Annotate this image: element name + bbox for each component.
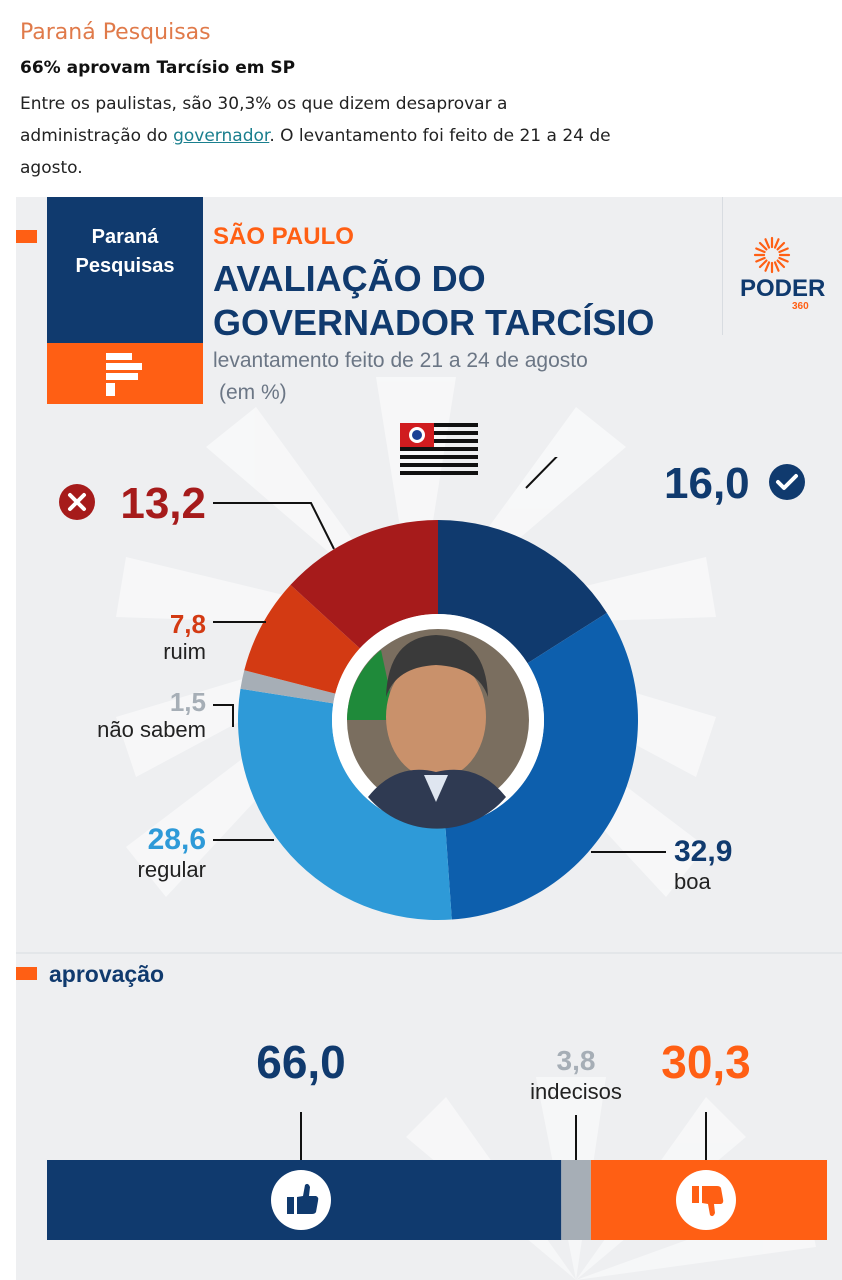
donut-slice-pessima: [290, 520, 438, 649]
thumbs-up-icon: [271, 1170, 331, 1230]
governor-photo: [347, 629, 529, 829]
pollster-p-icon: [106, 353, 142, 396]
leader-line-pessima: [213, 502, 335, 550]
slice-value-ruim: 7,8: [169, 609, 206, 639]
slice-value-nao-sabem: 1,5: [169, 687, 206, 717]
donut-slice-nao-sabem: [240, 670, 336, 704]
brand-number: 360: [792, 301, 809, 312]
slice-value-pessima: 13,2: [120, 479, 206, 528]
donut-slice-otima: [438, 520, 607, 664]
chart-title-line2: GOVERNADOR TARCÍSIO: [213, 302, 655, 343]
chart-subtitle: levantamento feito de 21 a 24 de agosto …: [213, 345, 588, 409]
donut-slice-ruim: [244, 584, 360, 694]
approval-marker: [16, 967, 37, 980]
slice-value-otima: 16,0: [664, 459, 750, 508]
chart-title: AVALIAÇÃO DO GOVERNADOR TARCÍSIO: [213, 257, 654, 345]
brand-name: PODER: [740, 275, 826, 302]
header-divider: [722, 197, 723, 335]
sao-paulo-flag-icon: [400, 423, 478, 475]
parana-pesquisas-logo: Paraná Pesquisas: [47, 197, 203, 404]
state-label: SÃO PAULO: [213, 223, 354, 250]
approval-segment-indecisos: [561, 1160, 591, 1240]
approval-value-aprovam: 66,0: [256, 1036, 346, 1088]
chart-subtitle-line2: (em %): [219, 381, 287, 404]
check-circle-icon: [769, 464, 805, 500]
leader-line-otima: [525, 457, 558, 489]
approval-value-desaprovam: 30,3: [661, 1036, 751, 1088]
governador-link[interactable]: governador: [173, 126, 270, 146]
article-body-text: Entre os paulistas, são 30,3% os que diz…: [20, 94, 508, 146]
article-summary: Paraná Pesquisas 66% aprovam Tarcísio em…: [0, 0, 842, 196]
pollster-p-logo: [47, 343, 203, 404]
header-marker: [16, 230, 37, 243]
article-headline: 66% aprovam Tarcísio em SP: [20, 58, 296, 78]
slice-value-regular: 28,6: [147, 823, 206, 856]
approval-value-indecisos: 3,8: [556, 1045, 596, 1076]
thumbs-down-icon: [676, 1170, 736, 1230]
slice-label-regular: regular: [137, 857, 206, 882]
donut-slice-regular: [238, 688, 452, 920]
poder360-logo: PODER 360: [740, 235, 825, 315]
chart-subtitle-line1: levantamento feito de 21 a 24 de agosto: [213, 349, 588, 372]
approval-stacked-bar: [47, 1112, 827, 1240]
article-body: Entre os paulistas, são 30,3% os que diz…: [20, 88, 620, 184]
leader-line-nao-sabem: [213, 704, 234, 727]
x-circle-icon: [59, 484, 95, 520]
evaluation-donut-chart: [213, 457, 666, 920]
slice-value-boa: 32,9: [674, 835, 733, 868]
slice-label-nao-sabem: não sabem: [97, 717, 206, 742]
slice-label-ruim: ruim: [163, 639, 206, 664]
pollster-name-line2: Pesquisas: [75, 255, 175, 277]
article-body-text-end: . O levantamento foi feito de 21 a 24 de…: [20, 126, 611, 178]
sun-icon: [753, 236, 791, 274]
approval-title: aprovação: [49, 961, 165, 987]
infographic-card: Paraná Pesquisas SÃO PAULO AVALIAÇÃO DO …: [16, 197, 842, 1280]
slice-label-boa: boa: [674, 869, 711, 894]
approval-label-indecisos: indecisos: [530, 1079, 622, 1104]
pollster-name-line1: Paraná: [91, 226, 159, 248]
pollster-name: Paraná Pesquisas: [47, 197, 203, 343]
article-source: Paraná Pesquisas: [20, 20, 211, 45]
chart-title-line1: AVALIAÇÃO DO: [213, 258, 486, 299]
donut-slice-boa: [445, 612, 638, 920]
